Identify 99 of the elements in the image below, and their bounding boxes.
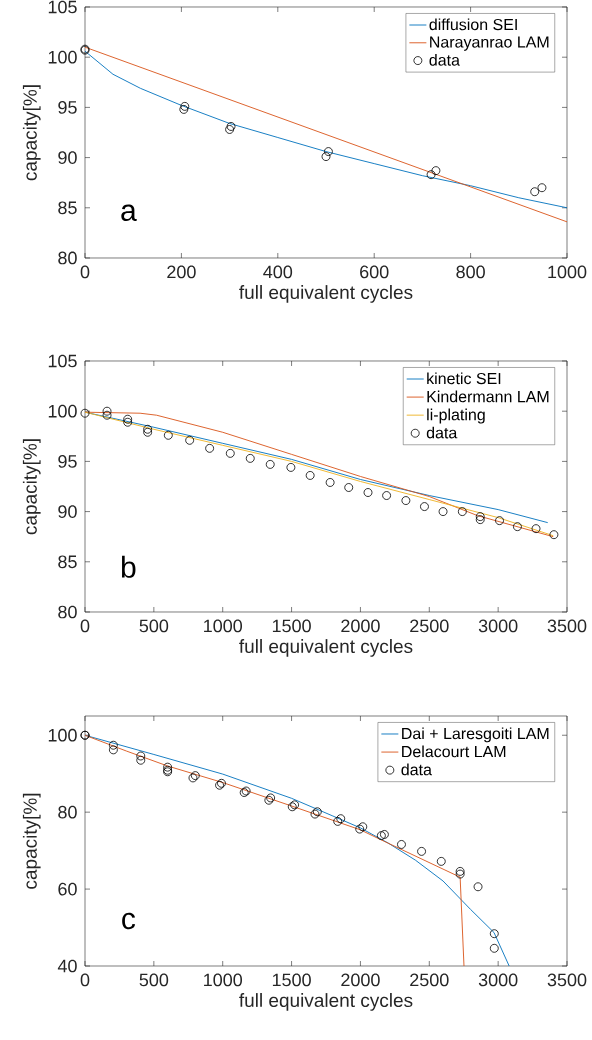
point (324, 147, 333, 156)
legend-label: data (426, 426, 458, 439)
x-tick-label: 1500 (272, 973, 311, 987)
point (417, 846, 426, 856)
point (225, 448, 235, 458)
y-tick-label: 100 (48, 404, 77, 418)
point (495, 516, 504, 526)
x-tick-label: 800 (456, 265, 485, 279)
x-tick-label: 1000 (204, 619, 243, 633)
point (185, 435, 195, 445)
point (426, 170, 436, 180)
point (136, 751, 146, 761)
legend-label: Narayanrao LAM (430, 36, 549, 51)
y-tick-label: 80 (58, 805, 77, 819)
y-tick-label: 95 (58, 455, 77, 468)
point (108, 745, 118, 755)
x-tick-label: 400 (263, 265, 293, 279)
legend-label: Kindermann LAM (427, 390, 549, 403)
point (305, 471, 315, 480)
point (549, 530, 559, 540)
y-tick-label: 85 (58, 201, 77, 215)
y-tick-label: 100 (48, 728, 77, 742)
point (438, 507, 448, 516)
x-tick-label: 1500 (272, 619, 311, 633)
point (489, 943, 499, 953)
x-tick-label: 500 (139, 973, 169, 987)
point (537, 183, 547, 193)
point (513, 522, 522, 532)
point (205, 443, 215, 453)
y-tick-label: 40 (57, 959, 77, 973)
point (436, 856, 446, 866)
x-tick-label: 3500 (547, 973, 587, 987)
x-tick-label: 2500 (410, 973, 449, 987)
y-tick-label: 105 (48, 0, 77, 14)
point (163, 430, 173, 440)
x-tick-label: 1000 (548, 265, 587, 279)
point (245, 453, 255, 463)
legend-label: Delacourt LAM (402, 745, 506, 758)
legend-label: data (401, 763, 432, 776)
x-tick-label: 0 (80, 973, 90, 987)
x-tick-label: 0 (80, 265, 90, 279)
point (80, 408, 90, 418)
point (325, 478, 335, 487)
x-tick-label: 2500 (410, 619, 449, 633)
x-axis-title: full equivalent cycles (239, 993, 413, 1011)
annotation: a (121, 204, 137, 222)
point (102, 410, 112, 420)
y-tick-label: 80 (58, 605, 77, 619)
x-tick-label: 3000 (478, 973, 518, 987)
point (473, 882, 483, 892)
point (457, 507, 467, 516)
point (530, 187, 540, 197)
x-tick-label: 2000 (341, 619, 380, 633)
point (286, 463, 296, 472)
legend-label: Dai + Laresgoiti LAM (402, 727, 549, 743)
y-axis-title: capacity[%] (22, 85, 41, 181)
y-tick-label: 90 (58, 505, 77, 518)
x-tick-label: 200 (167, 265, 196, 279)
x-tick-label: 1000 (204, 973, 243, 987)
x-tick-label: 2000 (341, 973, 380, 987)
y-tick-label: 95 (58, 101, 77, 114)
x-tick-label: 600 (360, 265, 389, 279)
y-tick-label: 90 (58, 151, 77, 164)
y-axis-title: capacity[%] (22, 439, 41, 535)
point (363, 488, 373, 497)
point (136, 755, 146, 765)
y-tick-label: 100 (48, 50, 77, 64)
point (225, 125, 234, 134)
y-tick-label: 85 (58, 555, 77, 569)
point (489, 929, 499, 939)
x-tick-label: 500 (139, 619, 169, 633)
point (265, 460, 275, 469)
point (431, 166, 441, 176)
point (397, 840, 406, 849)
point (180, 101, 190, 111)
point (401, 496, 411, 505)
legend-label: li-plating (427, 408, 485, 424)
annotation: c (122, 912, 136, 930)
legend-label: diffusion SEI (429, 18, 517, 31)
y-tick-label: 80 (58, 251, 77, 265)
x-tick-label: 0 (80, 619, 90, 633)
point (344, 483, 354, 492)
x-tick-label: 3500 (547, 619, 587, 633)
x-axis-title: full equivalent cycles (239, 639, 413, 657)
point (420, 502, 429, 511)
x-axis-title: full equivalent cycles (239, 285, 413, 303)
y-axis-title: capacity[%] (22, 793, 41, 889)
y-tick-label: 105 (48, 354, 77, 368)
point (531, 524, 541, 534)
point (321, 152, 331, 161)
point (382, 491, 391, 500)
point (102, 406, 112, 416)
legend-label: data (429, 54, 460, 66)
y-tick-label: 60 (58, 882, 77, 896)
annotation: b (121, 555, 136, 578)
point (108, 740, 118, 750)
x-tick-label: 3000 (478, 619, 518, 633)
legend-label: kinetic SEI (427, 372, 501, 385)
point (226, 122, 236, 131)
